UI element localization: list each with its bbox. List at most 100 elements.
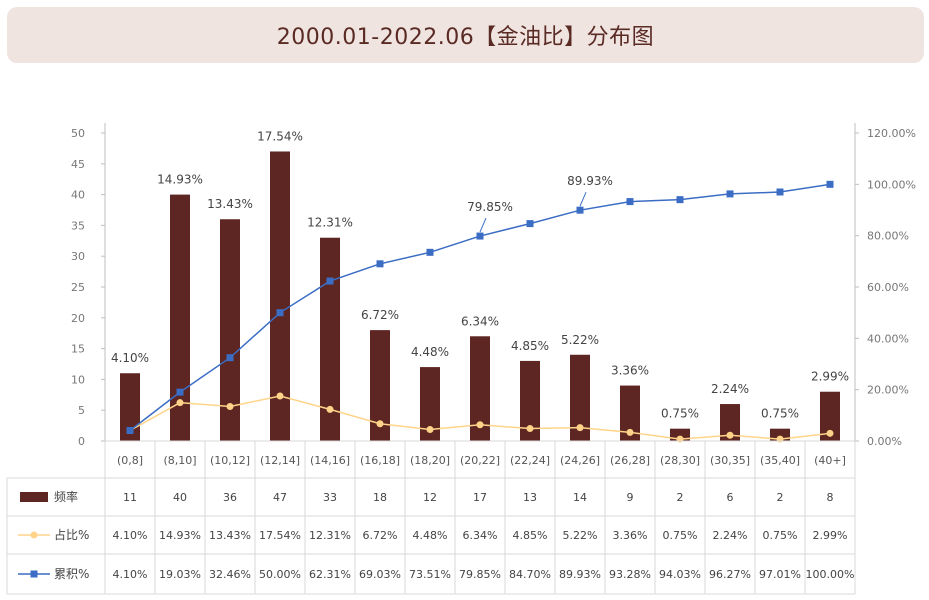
y-left-tick-label: 35 [71, 219, 85, 232]
table-cell: 62.31% [309, 568, 351, 581]
legend-series-name: 累积% [54, 567, 89, 581]
bar [270, 151, 290, 442]
x-category-label: (24,26] [560, 454, 600, 467]
cum-annotation-leader [579, 191, 587, 207]
cum-series-point [226, 354, 234, 362]
bar [420, 367, 440, 441]
x-category-label: (26,28] [610, 454, 650, 467]
y-right-tick-label: 60.00% [867, 281, 909, 294]
bar [320, 237, 340, 441]
table-cell: 94.03% [659, 568, 701, 581]
cum-series-point [576, 206, 584, 214]
bar [370, 330, 390, 441]
table-cell: 6.34% [463, 529, 498, 542]
bar [470, 336, 490, 441]
table-cell: 32.46% [209, 568, 251, 581]
x-category-label: (18,20] [410, 454, 450, 467]
table-cell: 12.31% [309, 529, 351, 542]
table-cell: 13 [523, 491, 537, 504]
table-cell: 47 [273, 491, 287, 504]
bar-data-label: 0.75% [761, 407, 799, 421]
y-left-tick-label: 45 [71, 158, 85, 171]
cum-annotation-label: 89.93% [567, 174, 613, 188]
table-cell: 17 [473, 491, 487, 504]
y-left-tick-label: 20 [71, 312, 85, 325]
y-right-tick-label: 40.00% [867, 332, 909, 345]
table-cell: 69.03% [359, 568, 401, 581]
bar-data-label: 0.75% [661, 407, 699, 421]
cum-series-point [676, 196, 684, 204]
table-cell: 11 [123, 491, 137, 504]
pct-series-point [226, 403, 234, 411]
y-right-tick-label: 20.00% [867, 384, 909, 397]
legend-key-bar [20, 492, 48, 502]
bar [720, 404, 740, 441]
bar-data-label: 6.72% [361, 308, 399, 322]
table-cell: 3.36% [613, 529, 648, 542]
cum-series-point [476, 232, 484, 240]
table-cell: 2 [677, 491, 684, 504]
cum-series-point [126, 426, 134, 434]
table-cell: 6.72% [363, 529, 398, 542]
y-right-tick-label: 0.00% [867, 435, 902, 448]
title-banner: 2000.01-2022.06【金油比】分布图 [7, 7, 924, 63]
bar-data-label: 2.99% [811, 370, 849, 384]
table-cell: 4.85% [513, 529, 548, 542]
table-cell: 17.54% [259, 529, 301, 542]
bar [620, 385, 640, 441]
y-right-tick-label: 100.00% [867, 178, 916, 191]
table-cell: 6 [727, 491, 734, 504]
pct-series-point [476, 421, 484, 429]
legend-key-marker [30, 531, 38, 539]
bar-data-label: 4.10% [111, 351, 149, 365]
cum-series-point [176, 388, 184, 396]
bar-data-label: 14.93% [157, 173, 203, 187]
pct-series-point [676, 435, 684, 443]
pct-series-point [326, 405, 334, 413]
table-cell: 2 [777, 491, 784, 504]
table-cell: 40 [173, 491, 187, 504]
pct-series-point [576, 424, 584, 432]
table-cell: 19.03% [159, 568, 201, 581]
pct-series-point [526, 425, 534, 433]
y-left-tick-label: 15 [71, 343, 85, 356]
x-category-label: (10,12] [210, 454, 250, 467]
x-category-label: (35,40] [760, 454, 800, 467]
pct-series-point [776, 435, 784, 443]
y-left-tick-label: 25 [71, 281, 85, 294]
table-cell: 2.99% [813, 529, 848, 542]
bar [520, 360, 540, 441]
legend-key-marker [30, 570, 38, 578]
legend-series-name: 频率 [54, 489, 78, 504]
table-cell: 36 [223, 491, 237, 504]
table-cell: 89.93% [559, 568, 601, 581]
y-left-tick-label: 40 [71, 189, 85, 202]
x-category-label: (40+] [814, 454, 846, 467]
table-cell: 9 [627, 491, 634, 504]
table-cell: 96.27% [709, 568, 751, 581]
table-cell: 0.75% [763, 529, 798, 542]
table-cell: 4.10% [113, 529, 148, 542]
cum-series-point [526, 220, 534, 228]
table-cell: 100.00% [806, 568, 855, 581]
y-left-tick-label: 30 [71, 250, 85, 263]
table-cell: 97.01% [759, 568, 801, 581]
table-cell: 33 [323, 491, 337, 504]
cum-series-point [626, 198, 634, 206]
bar-data-label: 12.31% [307, 216, 353, 230]
bar-data-label: 4.85% [511, 339, 549, 353]
x-category-label: (22,24] [510, 454, 550, 467]
pct-series-point [276, 392, 284, 400]
pct-series-point [726, 431, 734, 439]
x-category-label: (0,8] [117, 454, 143, 467]
legend-series-name: 占比% [54, 527, 89, 542]
x-category-label: (12,14] [260, 454, 300, 467]
chart-title: 2000.01-2022.06【金油比】分布图 [276, 25, 655, 50]
table-cell: 2.24% [713, 529, 748, 542]
cum-series-point [776, 188, 784, 196]
pct-series-point [626, 428, 634, 436]
cum-series-point [376, 260, 384, 268]
table-cell: 5.22% [563, 529, 598, 542]
pct-series-point [176, 399, 184, 407]
table-cell: 0.75% [663, 529, 698, 542]
